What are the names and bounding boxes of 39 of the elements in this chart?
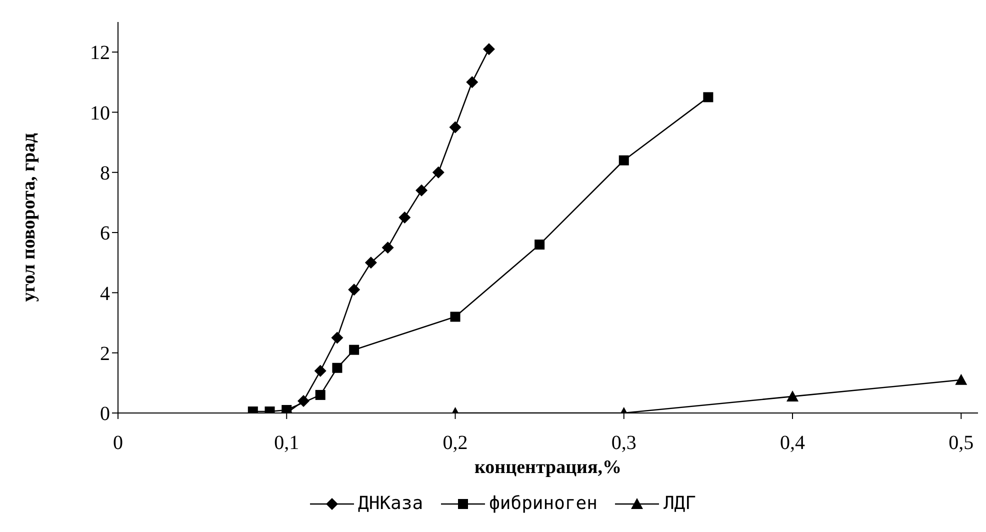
x-tick-label: 0,5 <box>948 432 974 454</box>
point <box>314 364 326 377</box>
y-tick-label: 2 <box>100 342 110 365</box>
point <box>332 362 342 373</box>
y-tick-label: 0 <box>100 403 110 426</box>
point <box>297 394 310 407</box>
point <box>282 404 292 413</box>
x-tick-label: 0,1 <box>274 432 300 454</box>
x-axis-title: концентрация,% <box>474 457 622 478</box>
legend-label: фибриноген <box>489 493 598 514</box>
point <box>315 390 326 400</box>
point <box>416 184 428 196</box>
point <box>449 121 462 134</box>
point <box>398 212 411 224</box>
y-axis-title: угол поворота, град <box>18 132 40 302</box>
point <box>534 240 545 250</box>
point <box>382 242 394 254</box>
legend-label: ДНКаза <box>358 493 424 514</box>
point <box>466 76 478 88</box>
point <box>955 374 968 385</box>
y-tick-label: 8 <box>100 162 110 184</box>
point <box>703 92 714 102</box>
point <box>618 155 629 166</box>
y-tick-label: 6 <box>100 222 110 245</box>
point <box>450 312 460 322</box>
legend-label: ЛДГ <box>663 493 696 514</box>
point <box>432 166 444 178</box>
point <box>349 344 360 355</box>
point <box>348 284 360 296</box>
point <box>364 256 377 269</box>
x-tick-label: 0,4 <box>780 432 806 454</box>
y-tick-label: 12 <box>90 42 110 64</box>
y-tick-label: 10 <box>90 102 110 124</box>
x-tick-label: 0,3 <box>611 432 636 454</box>
y-tick-label: 4 <box>100 282 110 305</box>
x-tick-label: 0,2 <box>442 432 468 454</box>
point <box>786 390 799 402</box>
point <box>331 332 344 344</box>
point <box>482 43 495 56</box>
